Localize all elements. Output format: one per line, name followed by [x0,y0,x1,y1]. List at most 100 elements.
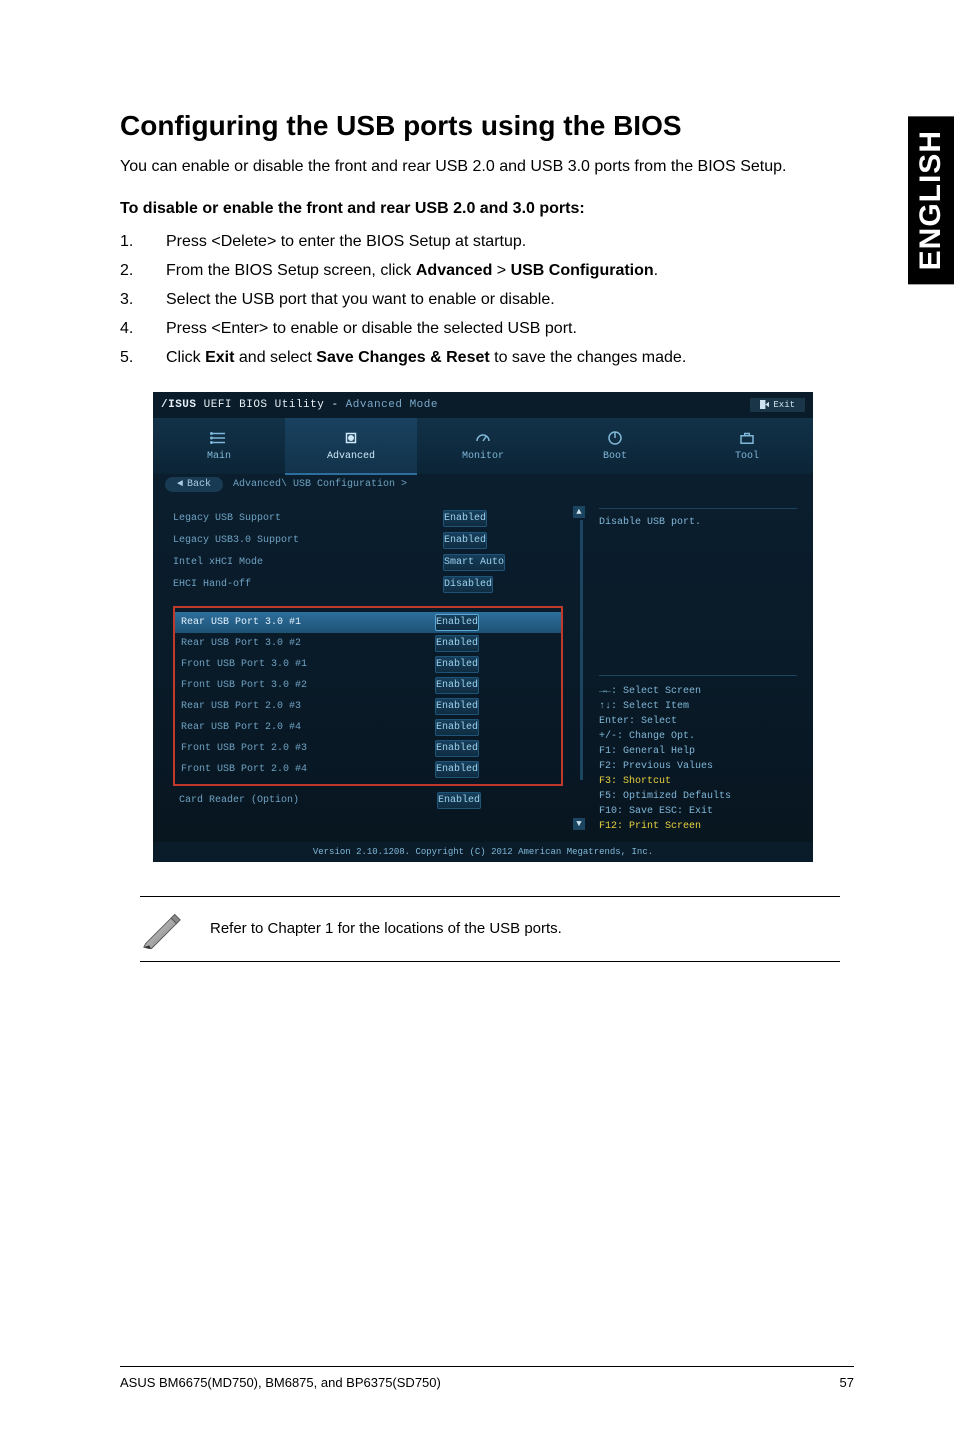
setting-row[interactable]: EHCI Hand-off Disabled [173,574,563,596]
setting-value[interactable]: Smart Auto [443,554,505,571]
page-footer: ASUS BM6675(MD750), BM6875, and BP6375(S… [120,1366,854,1390]
setting-row[interactable]: Intel xHCI Mode Smart Auto [173,552,563,574]
key-hint: F2: Previous Values [599,759,797,774]
power-icon [606,429,624,447]
gauge-icon [474,429,492,447]
port-value[interactable]: Enabled [435,656,479,673]
toolbox-icon [738,429,756,447]
port-label: Rear USB Port 2.0 #3 [181,701,435,712]
bios-logo: /ISUS UEFI BIOS Utility - Advanced Mode [161,399,438,411]
bios-tabbar: Main Advanced Monitor Boot Tool [153,418,813,474]
bios-left-pane: Legacy USB Support Enabled Legacy USB3.0… [153,496,573,842]
port-value[interactable]: Enabled [435,698,479,715]
setting-row[interactable]: Legacy USB Support Enabled [173,508,563,530]
step-number: 2. [120,259,133,282]
step-text: Press <Enter> to enable or disable the s… [166,320,577,337]
setting-label: Legacy USB Support [173,513,443,524]
bios-body: Legacy USB Support Enabled Legacy USB3.0… [153,496,813,842]
port-value[interactable]: Enabled [435,719,479,736]
port-value[interactable]: Enabled [435,614,479,631]
port-row[interactable]: Rear USB Port 3.0 #2 Enabled [181,633,555,654]
port-row-selected[interactable]: Rear USB Port 3.0 #1 Enabled [175,612,561,633]
step-number: 5. [120,346,133,369]
step-item: 2. From the BIOS Setup screen, click Adv… [120,259,846,282]
port-label: Rear USB Port 3.0 #1 [181,617,435,628]
step-text: Press <Delete> to enter the BIOS Setup a… [166,233,526,250]
port-row[interactable]: Rear USB Port 2.0 #3 Enabled [181,696,555,717]
key-hints: →←: Select Screen ↑↓: Select Item Enter:… [599,675,797,834]
step-item: 5. Click Exit and select Save Changes & … [120,346,846,369]
setting-label: Intel xHCI Mode [173,557,443,568]
page-content: Configuring the USB ports using the BIOS… [0,0,954,962]
breadcrumb-path: Advanced\ USB Configuration > [233,479,407,490]
step-text: From the BIOS Setup screen, click Advanc… [166,262,658,279]
step-number: 1. [120,230,133,253]
key-hint: +/-: Change Opt. [599,729,797,744]
port-label: Card Reader (Option) [179,795,437,806]
tab-boot[interactable]: Boot [549,418,681,474]
port-row[interactable]: Front USB Port 3.0 #2 Enabled [181,675,555,696]
intro-text: You can enable or disable the front and … [120,156,820,178]
pencil-icon [140,909,184,949]
scroll-down-icon[interactable]: ▼ [573,818,585,830]
bios-header: /ISUS UEFI BIOS Utility - Advanced Mode … [153,392,813,418]
key-hint: F10: Save ESC: Exit [599,804,797,819]
card-reader-row[interactable]: Card Reader (Option) Enabled [173,790,563,811]
chip-icon [342,429,360,447]
port-value[interactable]: Enabled [435,761,479,778]
back-arrow-icon: ◄ [177,479,183,490]
steps-list: 1. Press <Delete> to enter the BIOS Setu… [120,230,846,370]
key-hint: →←: Select Screen [599,684,797,699]
port-value[interactable]: Enabled [435,635,479,652]
footer-left: ASUS BM6675(MD750), BM6875, and BP6375(S… [120,1375,441,1390]
page-title: Configuring the USB ports using the BIOS [120,110,846,142]
bios-footer: Version 2.10.1208. Copyright (C) 2012 Am… [153,842,813,862]
tab-main[interactable]: Main [153,418,285,474]
scroll-track [580,520,583,780]
key-hint: ↑↓: Select Item [599,699,797,714]
port-value[interactable]: Enabled [435,677,479,694]
setting-value[interactable]: Enabled [443,532,487,549]
exit-button[interactable]: Exit [750,398,805,412]
setting-label: EHCI Hand-off [173,579,443,590]
footer-page-number: 57 [840,1375,854,1390]
setting-value[interactable]: Enabled [443,510,487,527]
step-item: 3. Select the USB port that you want to … [120,288,846,311]
key-hint: F12: Print Screen [599,819,797,834]
step-number: 3. [120,288,133,311]
note-text: Refer to Chapter 1 for the locations of … [210,920,562,937]
port-row[interactable]: Front USB Port 2.0 #4 Enabled [181,759,555,780]
tab-advanced[interactable]: Advanced [285,418,417,474]
port-row[interactable]: Front USB Port 2.0 #3 Enabled [181,738,555,759]
subheading: To disable or enable the front and rear … [120,200,846,218]
usb-port-highlight-box: Rear USB Port 3.0 #1 Enabled Rear USB Po… [173,606,563,786]
step-text: Click Exit and select Save Changes & Res… [166,349,686,366]
step-number: 4. [120,317,133,340]
key-hint: Enter: Select [599,714,797,729]
tab-monitor[interactable]: Monitor [417,418,549,474]
port-row[interactable]: Rear USB Port 2.0 #4 Enabled [181,717,555,738]
key-hint: F5: Optimized Defaults [599,789,797,804]
scroll-up-icon[interactable]: ▲ [573,506,585,518]
bios-right-pane: Disable USB port. →←: Select Screen ↑↓: … [589,496,813,842]
note-box: Refer to Chapter 1 for the locations of … [140,896,840,962]
key-hint: F3: Shortcut [599,774,797,789]
step-text: Select the USB port that you want to ena… [166,291,555,308]
port-value[interactable]: Enabled [435,740,479,757]
bios-scrollbar[interactable]: ▲ ▼ [573,496,589,842]
setting-row[interactable]: Legacy USB3.0 Support Enabled [173,530,563,552]
port-value[interactable]: Enabled [437,792,481,809]
port-label: Front USB Port 2.0 #3 [181,743,435,754]
port-row[interactable]: Front USB Port 3.0 #1 Enabled [181,654,555,675]
port-label: Front USB Port 3.0 #2 [181,680,435,691]
bios-breadcrumb: ◄ Back Advanced\ USB Configuration > [153,474,813,496]
setting-value[interactable]: Disabled [443,576,493,593]
tab-tool[interactable]: Tool [681,418,813,474]
help-text: Disable USB port. [599,508,797,528]
port-label: Rear USB Port 2.0 #4 [181,722,435,733]
port-label: Front USB Port 2.0 #4 [181,764,435,775]
step-item: 4. Press <Enter> to enable or disable th… [120,317,846,340]
bios-screenshot: /ISUS UEFI BIOS Utility - Advanced Mode … [153,392,813,862]
port-label: Rear USB Port 3.0 #2 [181,638,435,649]
back-button[interactable]: ◄ Back [165,477,223,492]
